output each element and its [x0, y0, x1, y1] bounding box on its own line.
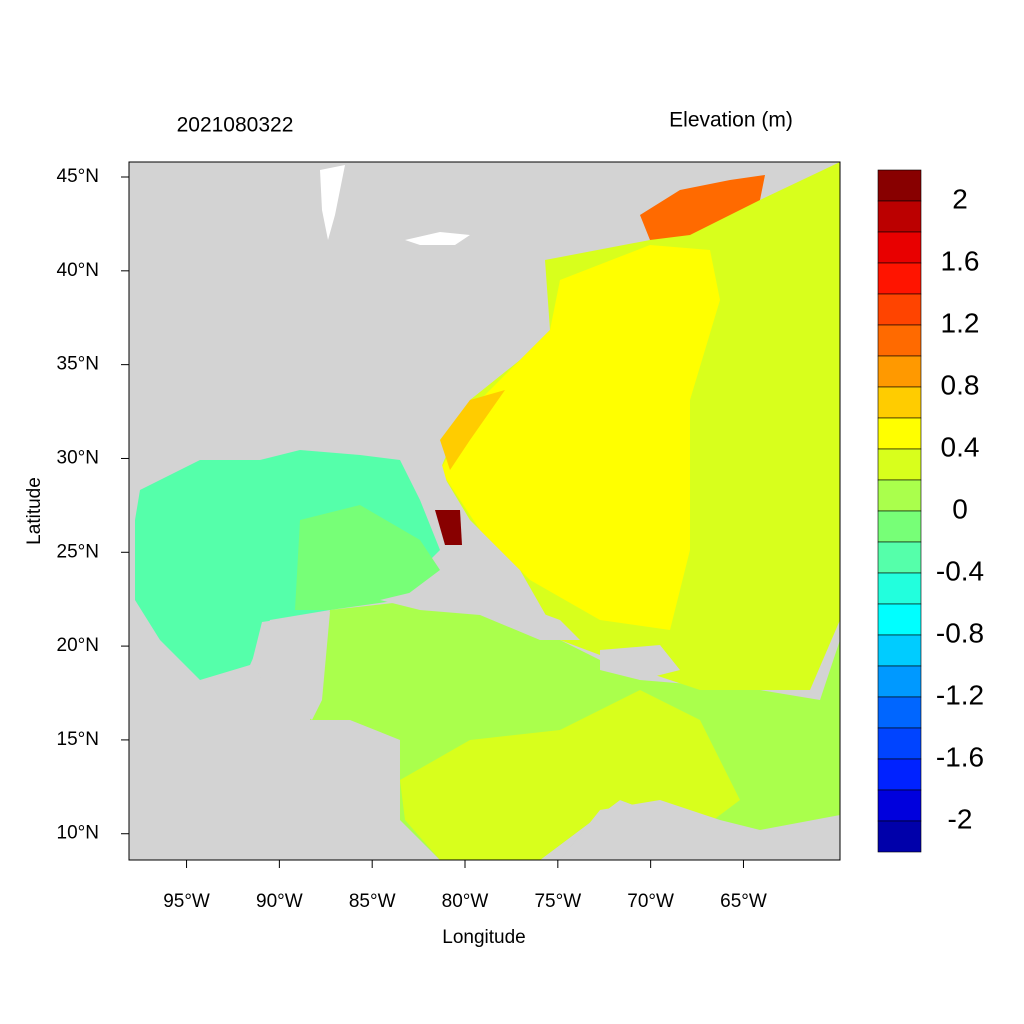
- x-tick-label: 70°W: [627, 891, 674, 912]
- colorbar-box: [877, 603, 922, 636]
- colorbar-label: 1.2: [941, 307, 980, 338]
- y-tick-label: 45°N: [57, 166, 99, 187]
- x-tick-label: 75°W: [534, 891, 581, 912]
- colorbar-box: [877, 541, 922, 574]
- colorbar-box: [877, 324, 922, 357]
- x-tick-label: 90°W: [256, 891, 303, 912]
- y-tick-label: 30°N: [57, 447, 99, 468]
- caribbean-south-field: [400, 690, 740, 860]
- colorbar-label: -0.4: [936, 555, 984, 586]
- atlantic-core-field: [440, 245, 720, 630]
- colorbar-box: [877, 572, 922, 605]
- y-tick-label: 15°N: [57, 729, 99, 750]
- variable-label: Elevation (m): [669, 109, 793, 132]
- map-frame: [128, 161, 841, 861]
- colorbar-box: [877, 820, 922, 853]
- colorbar-label: 1.6: [941, 245, 980, 276]
- colorbar-label: 0.4: [941, 431, 980, 462]
- colorbar-label: -1.2: [936, 679, 984, 710]
- colorbar-label: 0: [952, 493, 968, 524]
- colorbar-box: [877, 293, 922, 326]
- colorbar-box: [877, 634, 922, 667]
- title: 2021080322: [177, 114, 294, 137]
- hispaniola: [600, 645, 680, 680]
- colorbar-box: [877, 231, 922, 264]
- colorbar: 2 1.6 1.2 0.8 0.4 0 -0.4 -0.8 -1.2 -1.6 -2: [877, 169, 984, 853]
- colorbar-box: [877, 417, 922, 450]
- colorbar-box: [877, 262, 922, 295]
- colorbar-box: [877, 200, 922, 233]
- colorbar-box: [877, 386, 922, 419]
- colorbar-box: [877, 665, 922, 698]
- colorbar-label: -0.8: [936, 617, 984, 648]
- y-axis-label: Latitude: [24, 477, 45, 545]
- y-tick-label: 35°N: [57, 354, 99, 375]
- x-tick-label: 65°W: [720, 891, 767, 912]
- southeast-coast-field: [440, 390, 505, 470]
- colorbar-label: -1.6: [936, 741, 984, 772]
- y-tick-label: 40°N: [57, 260, 99, 281]
- surge-spot: [435, 510, 462, 545]
- x-tick-label: 80°W: [442, 891, 489, 912]
- colorbar-box: [877, 696, 922, 729]
- colorbar-box: [877, 510, 922, 543]
- y-tick-label: 20°N: [57, 635, 99, 656]
- y-tick-label: 10°N: [57, 823, 99, 844]
- colorbar-label: -2: [948, 803, 973, 834]
- florida: [420, 458, 452, 510]
- map: [128, 161, 841, 861]
- gulf-of-maine-field: [640, 175, 765, 240]
- yucatan: [252, 612, 330, 720]
- colorbar-box: [877, 789, 922, 822]
- colorbar-box: [877, 479, 922, 512]
- x-tick-label: 85°W: [349, 891, 396, 912]
- x-tick-label: 95°W: [163, 891, 210, 912]
- lake: [320, 165, 345, 240]
- colorbar-label: 0.8: [941, 369, 980, 400]
- colorbar-box: [877, 355, 922, 388]
- gulf-inner-field: [295, 505, 440, 610]
- y-tick-label: 25°N: [57, 541, 99, 562]
- colorbar-box: [877, 169, 922, 202]
- colorbar-box: [877, 727, 922, 760]
- colorbar-label: 2: [952, 183, 968, 214]
- colorbar-box: [877, 448, 922, 481]
- south-america: [560, 800, 840, 860]
- cuba: [380, 588, 580, 640]
- colorbar-box: [877, 758, 922, 791]
- lake: [405, 232, 470, 245]
- x-axis-label: Longitude: [442, 927, 525, 948]
